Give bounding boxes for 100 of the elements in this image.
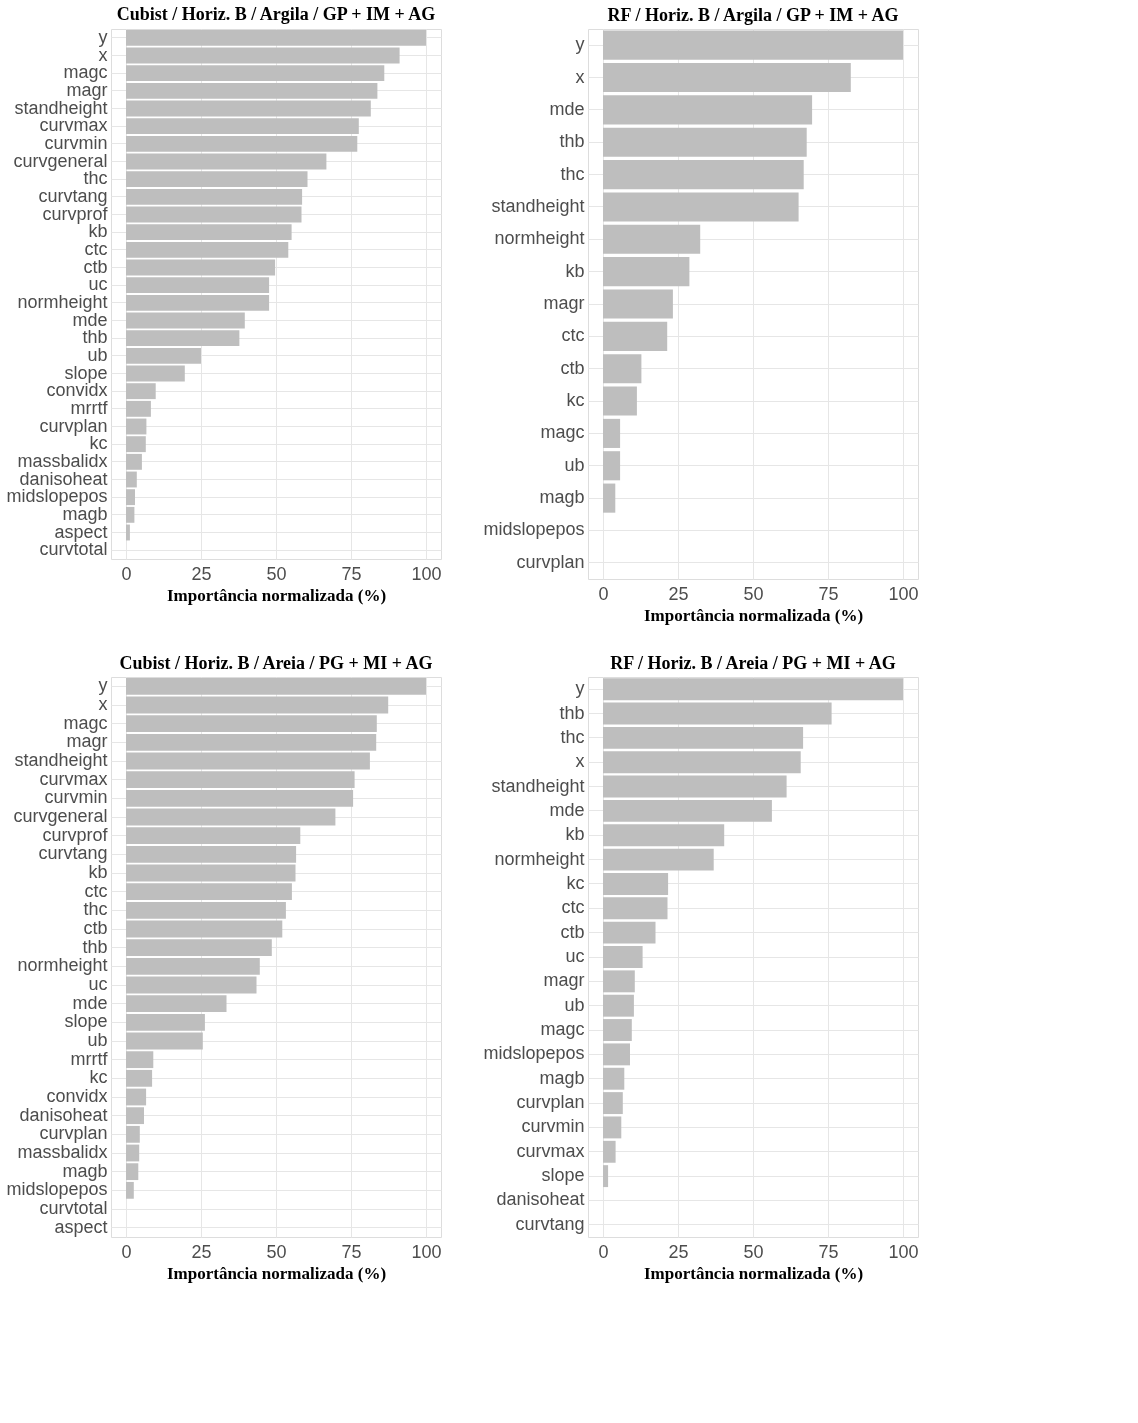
bar: [126, 259, 276, 276]
bar: [603, 386, 637, 416]
y-tick-label: midslopepos: [483, 519, 585, 540]
bar: [126, 976, 257, 994]
x-tick-label: 25: [191, 1241, 212, 1262]
bar: [126, 1144, 140, 1162]
bar: [603, 702, 832, 725]
bar: [126, 1069, 153, 1087]
x-tick-label: 0: [598, 1241, 609, 1262]
bar: [126, 752, 370, 770]
x-tick-label: 75: [341, 1241, 362, 1262]
bar: [126, 277, 270, 294]
y-tick-label: standheight: [491, 775, 585, 796]
x-tick-label: 0: [598, 583, 609, 604]
bar: [603, 848, 714, 871]
bar: [126, 957, 260, 975]
y-tick-label: mrrtf: [70, 397, 109, 418]
x-tick-label: 100: [888, 1241, 919, 1262]
bar: [126, 171, 308, 188]
y-tick-label: curvgeneral: [13, 806, 108, 826]
y-tick-label: curvplan: [39, 415, 108, 436]
bar: [126, 827, 301, 845]
bar: [603, 921, 656, 944]
bar: [126, 489, 135, 506]
y-tick-label: ub: [87, 1030, 108, 1050]
bar: [603, 1092, 623, 1115]
y-tick-label: massbalidx: [17, 1142, 108, 1162]
bar: [126, 696, 389, 714]
y-tick-label: magb: [62, 1160, 108, 1181]
y-tick-label: thb: [559, 702, 585, 723]
bar: [603, 483, 616, 513]
x-tick-label: 100: [411, 1241, 442, 1262]
bar: [126, 1051, 154, 1069]
bar: [126, 47, 400, 64]
y-tick-label: kc: [89, 1067, 108, 1088]
bar: [603, 1043, 630, 1066]
y-tick-label: ctc: [84, 880, 108, 901]
y-tick-label: slope: [64, 362, 108, 383]
bar: [603, 224, 701, 254]
y-tick-label: kb: [88, 862, 108, 882]
bar: [126, 506, 135, 523]
bar: [603, 824, 725, 847]
y-tick-label: curvplan: [516, 1092, 585, 1113]
bar: [126, 100, 371, 117]
x-axis-title: Importância normalizada (%): [643, 1263, 864, 1283]
x-tick-label: 0: [121, 1241, 132, 1262]
bar: [126, 883, 292, 901]
x-tick-label: 75: [341, 563, 362, 584]
y-tick-label: curvplan: [39, 1123, 108, 1144]
y-tick-label: magc: [540, 1019, 585, 1040]
bar: [126, 789, 354, 807]
y-tick-label: slope: [541, 1165, 585, 1186]
y-tick-label: thb: [559, 131, 585, 152]
x-axis-title: Importância normalizada (%): [166, 1263, 387, 1283]
bar: [603, 451, 621, 481]
bar: [603, 257, 690, 287]
y-tick-label: uc: [565, 946, 585, 966]
y-tick-label: curvmin: [521, 1116, 585, 1137]
bar: [603, 946, 643, 968]
bar: [126, 939, 272, 957]
y-tick-label: magr: [543, 293, 585, 313]
y-tick-label: magc: [540, 422, 585, 443]
bar: [603, 192, 799, 222]
bar: [126, 418, 147, 435]
bar: [126, 524, 130, 541]
x-tick-label: 100: [888, 583, 919, 604]
y-tick-label: ub: [564, 994, 585, 1015]
bar: [603, 30, 903, 60]
bar: [126, 1088, 147, 1106]
bar: [126, 400, 151, 417]
bar: [603, 127, 807, 157]
bar: [126, 118, 359, 135]
bar: [126, 29, 426, 46]
x-tick-label: 50: [743, 1241, 764, 1262]
y-tick-label: curvmin: [44, 132, 108, 153]
y-tick-label: normheight: [494, 848, 585, 869]
y-tick-label: standheight: [14, 750, 108, 770]
y-tick-label: danisoheat: [496, 1189, 585, 1210]
bar: [126, 1032, 203, 1050]
bar: [603, 897, 668, 920]
y-tick-label: mde: [549, 98, 585, 119]
y-tick-label: ctb: [83, 918, 108, 938]
bar: [126, 1181, 134, 1199]
y-tick-label: mrrtf: [70, 1048, 109, 1069]
y-tick-label: curvmax: [516, 1140, 585, 1161]
bar: [603, 1116, 622, 1139]
bar: [126, 347, 201, 364]
y-tick-label: aspect: [54, 1216, 108, 1237]
y-tick-label: mde: [549, 799, 585, 820]
bar: [603, 775, 787, 798]
bar: [126, 241, 289, 258]
bar: [603, 289, 673, 319]
y-tick-label: ctc: [561, 325, 585, 346]
y-tick-label: x: [575, 751, 585, 772]
y-tick-label: y: [98, 675, 108, 696]
y-tick-label: x: [98, 694, 108, 714]
bar: [126, 453, 142, 470]
y-tick-label: ctb: [83, 256, 108, 277]
y-tick-label: ctb: [560, 357, 585, 378]
bar: [126, 733, 377, 751]
